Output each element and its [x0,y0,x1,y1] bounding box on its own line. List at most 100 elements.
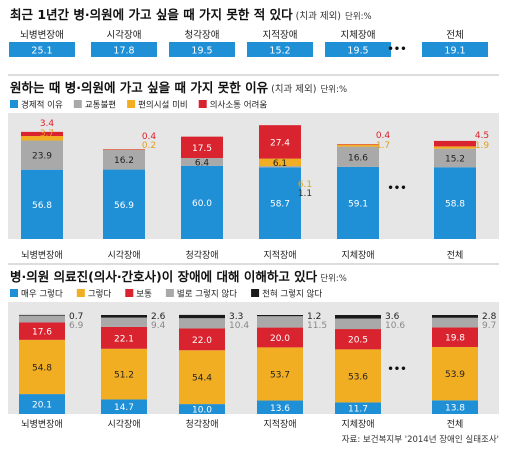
bar-small-label: 3.7 [40,129,54,139]
bar-small-label: 9.7 [482,321,496,331]
bar-small-label: 10.6 [385,321,405,331]
chart2-title: 원하는 때 병·의원에 가고 싶을 때 가지 못한 이유 [10,80,269,95]
bar-segment [335,319,381,329]
bar-value-label: 59.1 [348,199,368,209]
source-note: 자료: 보건복지부 '2014년 장애인 실태조사' [342,434,499,445]
ellipsis: ••• [387,44,406,55]
bar-small-label: 1.7 [376,141,390,151]
bar-small-label: 0.4 [376,131,391,141]
bar-small-label: 1.9 [475,141,490,151]
table-title: 최근 1년간 병·의원에 가고 싶을 때 가지 못한 적 있다 [10,7,293,22]
table-value: 19.5 [347,46,368,57]
bar-segment [337,145,379,147]
bar-value-label: 17.5 [192,144,212,154]
bar-value-label: 10.0 [192,406,212,416]
bar-value-label: 19.8 [445,334,465,344]
category-label: 시각장애 [107,418,140,430]
table-subtitle: (치과 제외) [296,10,341,22]
chart2-unit: 단위:% [320,84,347,95]
legend-swatch [10,100,18,108]
bar-value-label: 27.4 [270,138,290,148]
table-value: 17.8 [113,46,134,57]
bar-value-label: 56.8 [32,201,52,211]
bar-value-label: 53.7 [270,370,290,380]
bar-value-label: 20.1 [32,401,52,411]
bar-value-label: 16.2 [114,156,134,166]
bar-small-label: 1.1 [298,189,312,199]
bar-value-label: 22.1 [114,334,134,344]
bar-segment [19,315,65,316]
bar-value-label: 6.1 [273,159,287,169]
bar-value-label: 14.7 [114,403,134,413]
bar-segment [335,315,381,319]
bar-small-label: 0.4 [142,132,157,142]
legend-label: 보통 [136,290,152,300]
table-value: 25.1 [31,46,52,57]
legend-swatch [251,289,259,297]
category-label: 청각장애 [185,418,218,430]
bar-value-label: 20.0 [270,334,290,344]
bar-value-label: 23.9 [32,152,52,162]
bar-value-label: 60.0 [192,199,212,209]
legend-swatch [74,100,82,108]
table-header: 시각장애 [107,29,142,41]
category-label: 청각장애 [185,249,218,261]
bar-small-label: 11.5 [307,321,327,331]
bar-segment [101,318,147,327]
bar-small-label: 6.9 [69,321,84,331]
bar-segment [179,315,225,318]
chart3-title: 병·의원 의료진(의사·간호사)이 장애에 대해 이해하고 있다 [10,269,318,284]
legend-label: 의사소통 어려움 [210,100,268,111]
bar-value-label: 53.9 [445,370,465,380]
bar-value-label: 15.2 [445,154,465,164]
legend-label: 교통불편 [85,100,116,111]
bar-value-label: 20.5 [348,336,368,346]
bar-segment [257,315,303,316]
legend-label: 매우 그렇다 [21,289,63,300]
bar-value-label: 58.7 [270,200,290,210]
chart-band [8,113,499,239]
bar-small-label: 9.4 [151,321,166,331]
bar-value-label: 51.2 [114,371,134,381]
bar-small-label: 0.2 [142,141,156,151]
legend-label: 편의시설 미비 [138,100,188,111]
bar-segment [432,318,478,328]
bar-value-label: 6.4 [195,158,210,168]
bar-value-label: 17.6 [32,328,52,338]
legend-swatch [77,289,85,297]
bar-segment [179,318,225,328]
table-header: 뇌병변장애 [20,30,64,41]
category-label: 뇌병변장애 [21,250,62,261]
bar-value-label: 53.6 [348,372,368,382]
category-label: 시각장애 [107,249,140,261]
bar-value-label: 54.8 [32,363,52,373]
bar-small-label: 4.5 [475,131,489,141]
table-header: 청각장애 [185,29,220,41]
table-header: 지적장애 [263,29,298,41]
category-label: 지적장애 [263,249,296,261]
bar-small-label: 10.4 [229,321,249,331]
legend-label: 경제적 이유 [21,100,63,111]
category-label: 전체 [447,419,464,430]
legend-label: 그렇다 [88,289,112,300]
chart3-unit: 단위:% [320,273,347,284]
ellipsis: ••• [387,364,406,375]
bar-value-label: 16.6 [348,153,368,163]
ellipsis: ••• [387,183,406,194]
bar-segment [101,315,147,318]
bar-small-label: 3.4 [40,119,55,129]
table-header: 전체 [446,30,463,41]
legend-label: 별로 그렇지 않다 [177,289,237,300]
chart2-subtitle: (치과 제외) [271,83,316,95]
bar-value-label: 54.4 [192,374,212,384]
category-label: 뇌병변장애 [21,419,62,430]
category-label: 지체장애 [341,419,374,430]
bar-segment [19,316,65,323]
table-value: 19.5 [191,46,212,57]
bar-value-label: 22.0 [192,336,212,346]
legend-swatch [10,289,18,297]
legend-swatch [166,289,174,297]
bar-segment [434,146,476,148]
